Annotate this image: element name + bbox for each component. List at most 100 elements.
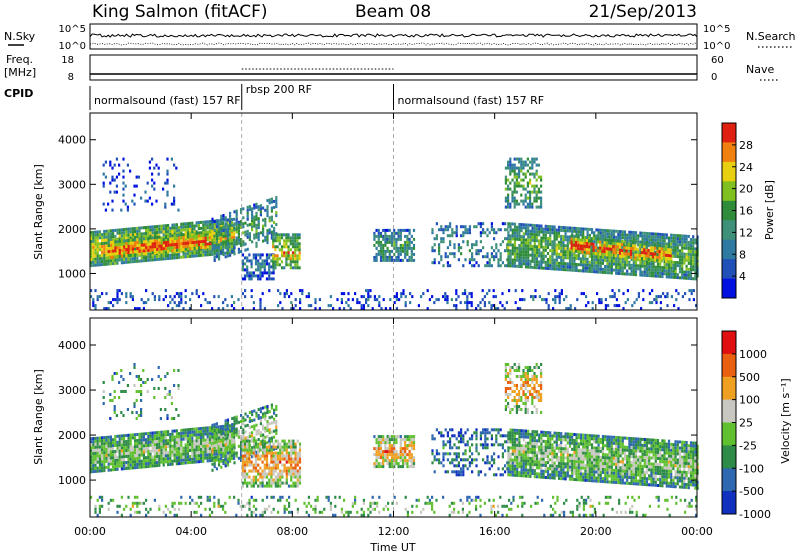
data-cell — [283, 295, 286, 299]
data-cell — [637, 264, 640, 268]
data-cell — [270, 277, 273, 281]
data-cell — [186, 434, 189, 438]
data-cell — [560, 225, 563, 229]
data-cell — [586, 263, 589, 267]
data-cell — [123, 461, 126, 465]
data-cell — [92, 245, 95, 249]
data-cell — [637, 292, 640, 296]
data-cell — [259, 419, 262, 423]
data-cell — [166, 157, 169, 161]
data-cell — [175, 429, 178, 433]
data-cell — [220, 438, 223, 442]
data-cell — [142, 235, 145, 239]
data-cell — [408, 240, 411, 244]
data-cell — [486, 264, 489, 268]
data-cell — [224, 240, 227, 244]
data-cell — [222, 424, 225, 428]
data-cell — [191, 247, 194, 251]
data-cell — [127, 463, 130, 467]
data-cell — [398, 298, 401, 302]
data-cell — [255, 229, 258, 233]
data-cell — [627, 252, 630, 256]
data-cell — [537, 175, 540, 179]
data-cell — [111, 375, 114, 378]
data-cell — [125, 227, 128, 231]
data-cell — [395, 231, 398, 235]
data-cell — [501, 222, 504, 226]
data-cell — [257, 205, 260, 209]
data-cell — [566, 238, 569, 242]
data-cell — [213, 234, 216, 238]
data-cell — [109, 393, 112, 396]
data-cell — [490, 255, 493, 259]
data-cell — [513, 205, 516, 209]
data-cell — [133, 366, 136, 369]
data-cell — [689, 250, 693, 254]
data-cell — [566, 265, 569, 269]
data-cell — [142, 252, 146, 256]
data-cell — [568, 226, 572, 230]
data-cell — [497, 249, 500, 253]
data-cell — [524, 265, 528, 269]
data-cell — [574, 234, 578, 238]
data-cell — [206, 226, 209, 230]
data-cell — [96, 248, 99, 252]
data-cell — [584, 260, 587, 264]
data-cell — [118, 440, 121, 444]
data-cell — [457, 249, 460, 253]
data-cell — [290, 307, 293, 311]
data-cell — [388, 255, 391, 259]
data-cell — [158, 451, 161, 455]
data-cell — [142, 441, 145, 445]
data-cell — [153, 166, 156, 170]
data-cell — [524, 250, 528, 254]
data-cell — [233, 461, 236, 465]
data-cell — [599, 243, 602, 247]
data-cell — [142, 259, 145, 263]
data-cell — [305, 295, 308, 299]
data-cell — [173, 256, 176, 260]
data-cell — [466, 231, 469, 235]
data-cell — [509, 187, 512, 191]
data-cell — [568, 229, 572, 233]
data-cell — [524, 172, 527, 176]
data-cell — [626, 263, 629, 267]
data-cell — [230, 242, 233, 246]
data-cell — [294, 298, 297, 302]
data-cell — [529, 244, 532, 248]
data-cell — [579, 238, 582, 242]
data-cell — [564, 235, 567, 239]
data-cell — [171, 229, 174, 233]
data-cell — [230, 448, 233, 452]
data-cell — [240, 238, 243, 241]
data-cell — [257, 220, 260, 224]
data-cell — [538, 248, 541, 252]
data-cell — [406, 240, 409, 244]
data-cell — [520, 160, 523, 164]
data-cell — [270, 200, 273, 204]
data-cell — [613, 304, 616, 308]
data-cell — [90, 449, 93, 453]
data-cell — [162, 433, 165, 437]
data-cell — [118, 298, 121, 302]
data-cell — [211, 450, 214, 454]
data-cell — [442, 228, 445, 232]
data-cell — [592, 251, 595, 255]
data-cell — [660, 247, 663, 251]
data-cell — [138, 438, 141, 442]
data-cell — [191, 460, 194, 464]
data-cell — [224, 433, 227, 437]
data-cell — [101, 233, 104, 237]
data-cell — [178, 435, 181, 439]
data-cell — [173, 438, 176, 442]
data-cell — [681, 273, 684, 277]
data-cell — [246, 423, 249, 427]
data-cell — [659, 232, 662, 236]
data-cell — [477, 252, 480, 256]
data-cell — [120, 292, 123, 296]
data-cell — [94, 463, 97, 467]
data-cell — [574, 237, 578, 241]
data-cell — [287, 251, 290, 255]
data-cell — [477, 304, 480, 308]
data-cell — [576, 298, 579, 302]
